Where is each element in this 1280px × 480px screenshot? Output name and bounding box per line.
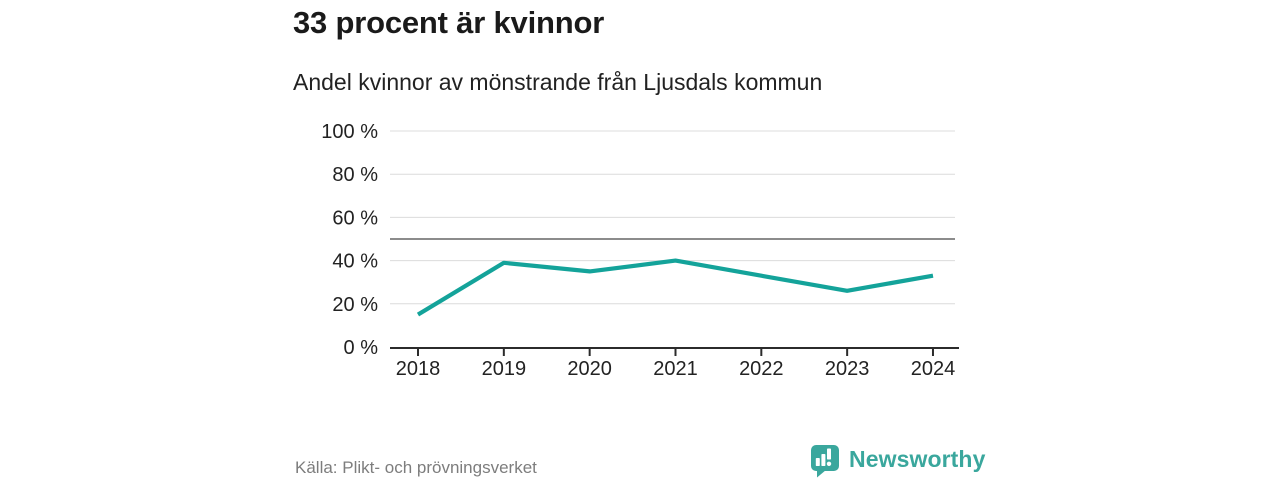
chart-subtitle: Andel kvinnor av mönstrande från Ljusdal… <box>293 69 823 95</box>
x-tick-label-2018: 2018 <box>396 358 441 380</box>
y-tick-label-60: 60 % <box>332 207 378 229</box>
newsworthy-logo: Newsworthy <box>810 444 985 478</box>
y-tick-label-80: 80 % <box>332 164 378 186</box>
x-tick-label-2020: 2020 <box>567 358 612 380</box>
y-tick-label-40: 40 % <box>332 251 378 273</box>
y-tick-label-100: 100 % <box>321 121 378 143</box>
x-tick-label-2021: 2021 <box>653 358 698 380</box>
data-line <box>416 258 934 317</box>
x-tick-label-2022: 2022 <box>739 358 784 380</box>
y-tick-label-20: 20 % <box>332 294 378 316</box>
x-tick-label-2019: 2019 <box>482 358 527 380</box>
newsworthy-logo-icon <box>811 445 839 478</box>
newsworthy-logo-text: Newsworthy <box>849 446 986 472</box>
x-tick-label-2024: 2024 <box>911 358 956 380</box>
source-text: Källa: Plikt- och prövningsverket <box>295 458 537 477</box>
line-chart: 2018 2019 2020 2021 2022 2023 2024 0 % 20 % 40 % 6… <box>321 121 959 380</box>
chart-title: 33 procent är kvinnor <box>293 5 605 40</box>
x-tick-label-2023: 2023 <box>825 358 870 380</box>
y-tick-label-0: 0 % <box>344 337 379 359</box>
